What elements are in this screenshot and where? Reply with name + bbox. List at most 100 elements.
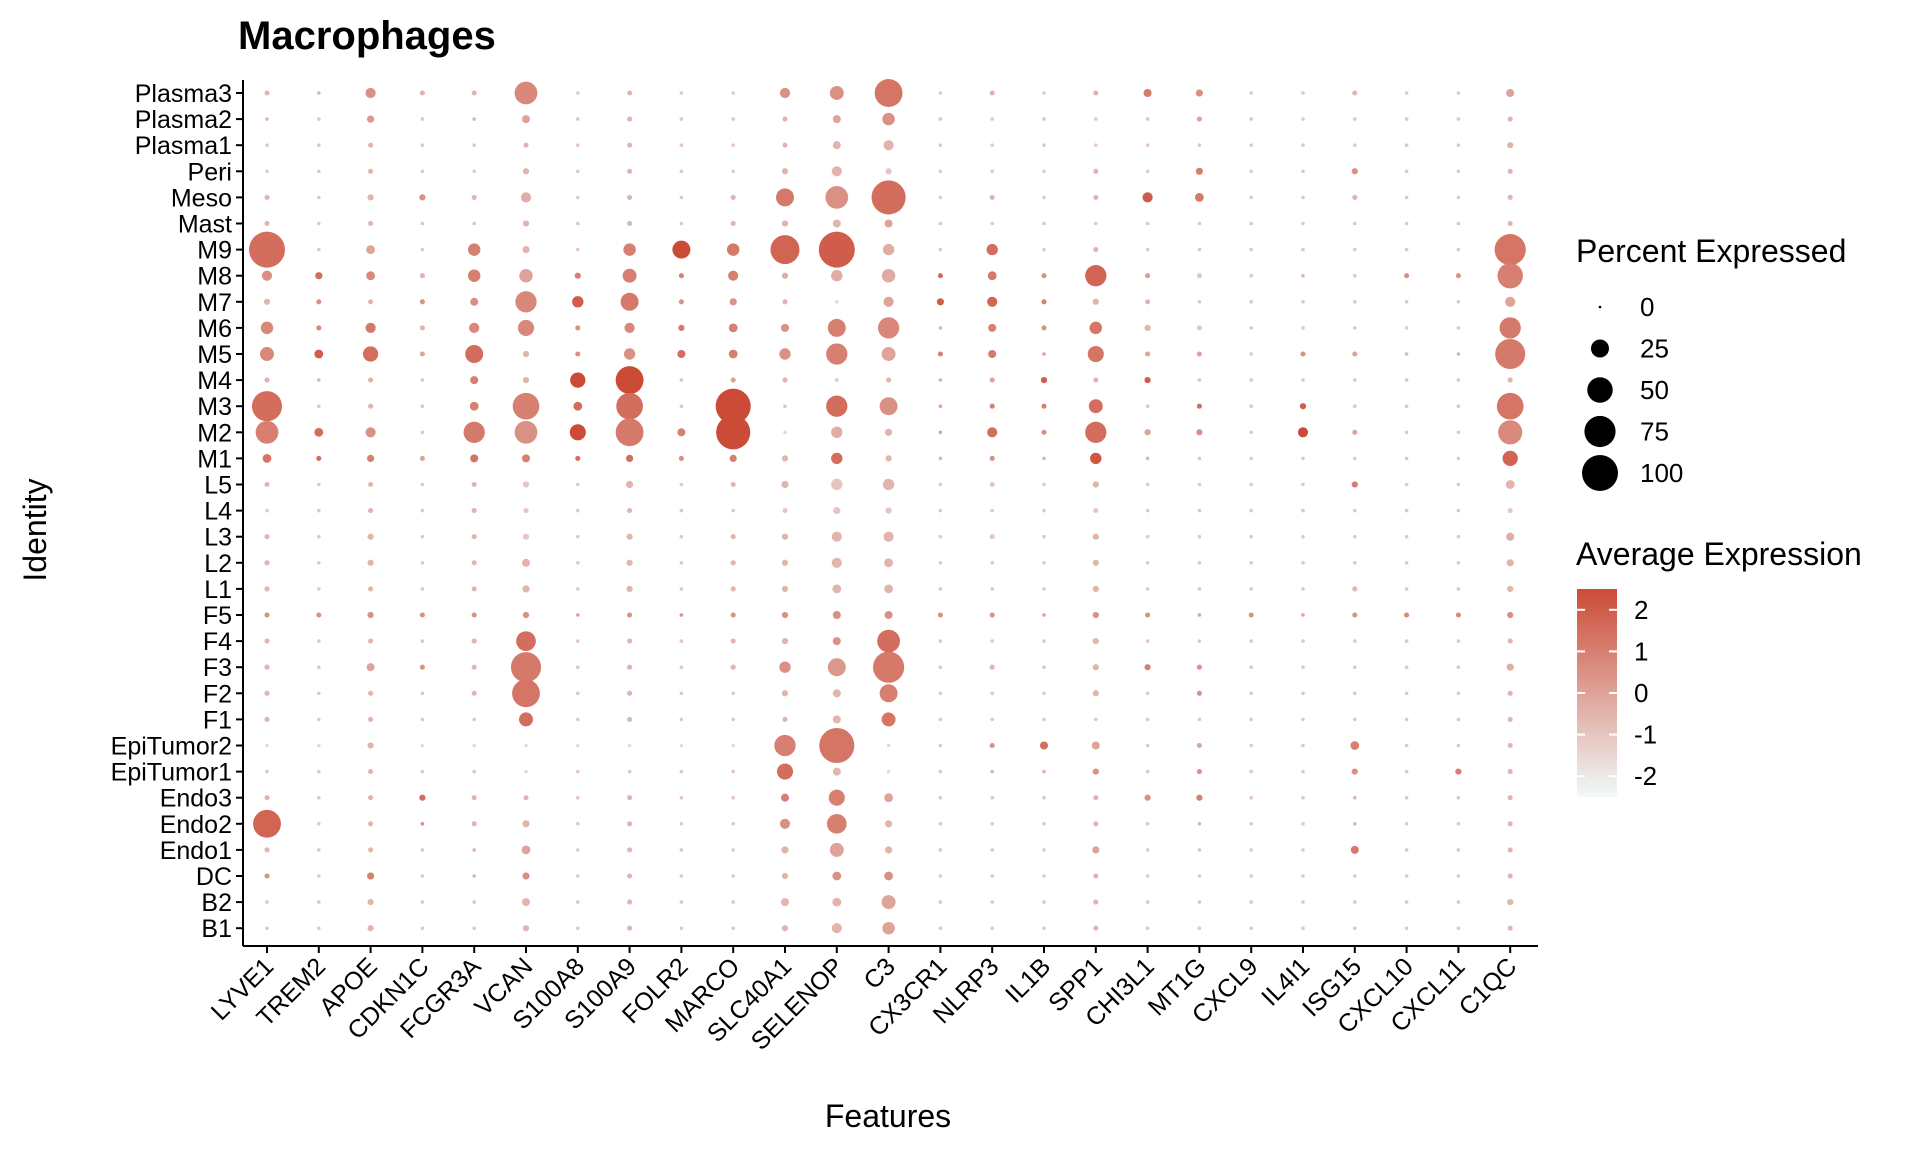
dot-M5-MT1G [1196,351,1202,357]
dot-Mast-CXCL11 [1456,221,1461,226]
dot-Plasma1-CXCL9 [1249,143,1253,147]
color-legend-label: 1 [1634,636,1648,666]
dot-M8-CX3CR1 [937,273,943,279]
dot-F4-S100A9 [627,638,633,644]
dot-Endo1-C3 [885,846,893,854]
dot-F2-LYVE1 [264,690,270,696]
x-axis-title: Features [825,1098,951,1134]
dot-M4-CX3CR1 [938,378,943,382]
dot-EpiTumor2-CDKN1C [420,743,425,748]
dot-M9-VCAN [522,246,530,254]
dot-Endo1-SELENOP [829,842,844,857]
dot-Plasma2-S100A9 [627,116,633,122]
dot-M5-ISG15 [1352,351,1358,357]
dot-Endo1-CXCL10 [1404,848,1409,852]
dot-F2-S100A9 [627,690,633,696]
dot-F2-CDKN1C [420,691,425,696]
dot-M3-FCGR3A [469,401,479,411]
dot-DC-LYVE1 [264,873,270,879]
dot-F1-C1QC [1507,716,1513,722]
dot-M8-APOE [366,271,376,281]
dot-Meso-SELENOP [825,186,849,209]
dot-Plasma2-APOE [367,115,375,123]
dot-Endo2-FCGR3A [471,821,477,827]
dot-F4-TREM2 [317,639,321,643]
dot-Plasma3-IL4I1 [1301,91,1305,95]
dot-Peri-IL1B [1042,169,1046,174]
dot-F4-IL1B [1042,639,1046,643]
dot-Plasma1-APOE [368,142,374,148]
size-legend-label: 100 [1640,458,1683,488]
dot-Endo3-CDKN1C [419,794,426,801]
dot-B2-LYVE1 [265,900,269,904]
dot-Plasma1-SPP1 [1094,143,1098,147]
dot-Plasma3-SELENOP [829,86,844,100]
dot-DC-IL1B [1042,874,1046,878]
dot-L4-APOE [368,508,374,514]
dot-Plasma3-NLRP3 [989,90,995,96]
dot-Mast-CX3CR1 [938,221,943,226]
dot-M9-CX3CR1 [938,247,943,252]
dot-F2-IL1B [1042,691,1046,696]
dot-M4-SELENOP [835,378,839,382]
dot-L5-CXCL10 [1404,482,1409,487]
dot-Plasma2-C3 [882,112,895,126]
dot-M5-MARCO [728,349,738,359]
dot-L3-SPP1 [1092,533,1099,540]
dot-F3-CDKN1C [419,664,425,670]
dot-B1-ISG15 [1353,926,1357,930]
dot-M2-LYVE1 [255,420,279,444]
dot-L5-S100A8 [576,482,580,487]
dot-DC-FOLR2 [679,874,684,878]
dot-Meso-CX3CR1 [938,195,943,200]
dot-L2-MT1G [1197,561,1202,565]
dot-M5-SELENOP [826,343,848,365]
dot-Plasma1-IL1B [1042,143,1046,147]
dot-Endo3-LYVE1 [264,795,270,801]
dot-F4-C1QC [1507,638,1513,644]
dot-EpiTumor2-SLC40A1 [774,734,796,757]
dot-EpiTumor1-SLC40A1 [776,763,794,780]
dot-M2-NLRP3 [987,427,998,438]
dot-M5-CXCL11 [1456,352,1461,356]
dot-Peri-LYVE1 [265,169,269,174]
dot-L5-SPP1 [1092,481,1099,488]
dot-Mast-FOLR2 [679,221,684,226]
dot-Peri-C1QC [1507,168,1513,174]
dot-F3-MARCO [730,664,736,670]
dot-F3-FOLR2 [679,665,684,669]
size-legend-label: 25 [1640,334,1669,364]
dot-M1-SPP1 [1090,452,1102,465]
dot-F2-SLC40A1 [781,690,789,697]
dot-F5-S100A9 [627,612,633,618]
dot-Plasma1-SLC40A1 [782,142,788,148]
dot-M1-SELENOP [831,452,843,465]
dot-Meso-C3 [871,180,906,215]
dot-M7-SPP1 [1092,298,1099,305]
dot-Endo2-IL1B [1042,822,1046,826]
dot-F4-MT1G [1197,639,1202,643]
dot-Mast-C3 [884,219,893,228]
dot-F5-S100A8 [576,613,580,617]
dot-M2-SELENOP [831,426,843,438]
dot-Endo3-CXCL10 [1404,795,1409,800]
dot-M4-NLRP3 [989,377,995,383]
y-tick-label: Endo3 [160,785,232,813]
dot-M4-MARCO [730,377,736,383]
dot-F5-IL1B [1042,613,1046,617]
dot-M7-IL4I1 [1301,300,1305,304]
dot-F1-TREM2 [317,717,321,722]
dot-M3-TREM2 [317,404,321,409]
dot-L4-FOLR2 [679,508,684,513]
dot-L1-NLRP3 [990,587,994,591]
dot-L3-SELENOP [831,531,842,542]
dot-Mast-NLRP3 [990,221,994,226]
dot-Plasma2-SLC40A1 [782,116,788,122]
dot-Mast-SLC40A1 [781,220,789,227]
dot-M2-S100A8 [569,424,586,441]
dot-Plasma1-FOLR2 [679,143,684,147]
dot-F3-SPP1 [1092,664,1099,671]
y-tick-label: F3 [203,654,232,682]
dot-M3-VCAN [512,392,540,420]
dot-L2-SPP1 [1092,559,1099,566]
